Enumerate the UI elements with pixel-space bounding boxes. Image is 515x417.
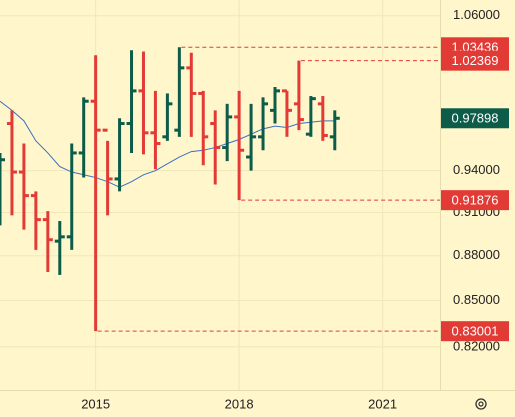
x-tick-label: 2021 (368, 396, 397, 411)
price-tag-label: 0.83001 (452, 324, 499, 339)
price-tag-label: 0.97898 (452, 111, 499, 126)
x-tick-label: 2015 (81, 396, 110, 411)
y-tick-label: 0.82000 (453, 338, 500, 353)
price-tag-label: 1.02369 (452, 53, 499, 68)
price-tag-label: 0.91876 (452, 193, 499, 208)
price-tag (441, 50, 509, 71)
x-tick-label: 2018 (225, 396, 254, 411)
price-tag (441, 190, 509, 211)
gear-hole[interactable] (478, 401, 484, 407)
price-tag (441, 321, 509, 342)
y-tick-label: 0.85000 (453, 292, 500, 307)
moving-average (0, 100, 335, 188)
gear[interactable] (475, 398, 487, 410)
y-tick-label: 0.94000 (453, 162, 500, 177)
y-tick-label: 1.06000 (453, 7, 500, 22)
price-tag (441, 108, 509, 129)
settings-icon[interactable] (475, 398, 487, 410)
y-tick-label: 0.88000 (453, 247, 500, 262)
